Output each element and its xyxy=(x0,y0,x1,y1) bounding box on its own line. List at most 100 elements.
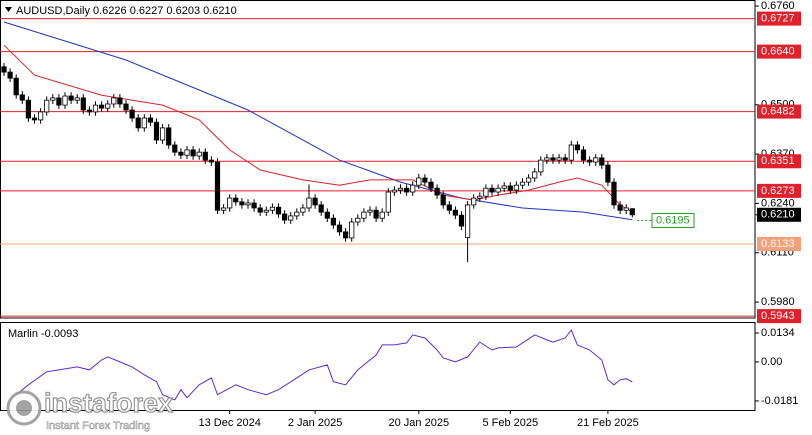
candle-body xyxy=(330,217,337,226)
candle-body xyxy=(92,104,99,113)
moving-average xyxy=(3,21,633,221)
candle-body xyxy=(56,97,62,106)
candle-body xyxy=(361,211,367,219)
x-tick-label: 21 Feb 2025 xyxy=(577,417,639,429)
candle-body xyxy=(617,204,623,211)
candle-body xyxy=(80,97,86,111)
candle-body xyxy=(166,127,172,146)
candle-body xyxy=(1,66,7,73)
candle-body xyxy=(111,97,117,105)
indicator-panel-frame xyxy=(0,322,756,411)
candle-body xyxy=(312,197,318,206)
candle-body xyxy=(367,209,373,213)
candle-body xyxy=(489,187,495,193)
watermark: instaforex Instant Forex Trading xyxy=(6,388,174,432)
x-tick-label: 2 Jan 2025 xyxy=(288,417,342,429)
candle-body xyxy=(349,221,355,239)
candle-body xyxy=(324,211,330,219)
x-tick-label: 20 Jan 2025 xyxy=(389,417,450,429)
level-label: 0.6273 xyxy=(761,185,795,197)
candle-body xyxy=(544,157,550,161)
y-tick-label: 0.0134 xyxy=(761,327,795,339)
candle-body xyxy=(501,185,507,189)
main-panel-frame xyxy=(0,0,756,319)
candle-body xyxy=(263,209,269,213)
candle-body xyxy=(526,177,532,183)
candle-body xyxy=(532,171,538,179)
y-tick-label: 0.00 xyxy=(761,356,782,368)
candle-body xyxy=(611,181,617,206)
candle-body xyxy=(605,164,611,183)
candle-body xyxy=(434,187,440,196)
candle-body xyxy=(623,207,629,211)
candle-body xyxy=(44,99,50,113)
candle-body xyxy=(135,117,141,129)
candle-body xyxy=(513,184,520,191)
candle-body xyxy=(50,97,56,101)
ma-label-box xyxy=(651,212,695,228)
candle-body xyxy=(239,201,245,206)
candle-body xyxy=(410,184,416,193)
candle-body xyxy=(336,224,343,233)
moving-average xyxy=(3,44,633,213)
watermark-tagline: Instant Forex Trading xyxy=(46,420,150,432)
level-label-box xyxy=(757,309,801,324)
candle-body xyxy=(379,211,385,219)
candle-body xyxy=(300,207,306,213)
candle-body xyxy=(245,202,251,206)
candle-body xyxy=(25,99,32,119)
candle-body xyxy=(172,144,178,153)
candle-body xyxy=(294,211,300,217)
candle-body xyxy=(599,157,605,166)
y-tick-label: 0.6760 xyxy=(761,0,795,12)
candle-body xyxy=(629,208,635,216)
candle-body xyxy=(227,197,233,209)
candle-body xyxy=(391,189,398,193)
level-label-box xyxy=(757,183,801,198)
level-label: 0.6482 xyxy=(761,105,795,117)
candle-body xyxy=(318,204,324,213)
candle-body xyxy=(147,117,153,123)
level-label: 0.6133 xyxy=(761,238,795,250)
candle-body xyxy=(446,204,452,211)
candle-body xyxy=(220,207,227,211)
candle-body xyxy=(7,71,13,79)
candle-body xyxy=(458,214,465,227)
y-tick-label: -0.0181 xyxy=(761,395,798,407)
candle-body xyxy=(196,151,202,157)
candle-body xyxy=(428,181,434,189)
collapse-icon xyxy=(5,7,12,12)
candle-body xyxy=(19,94,25,101)
candle-body xyxy=(403,187,410,193)
candle-body xyxy=(507,185,513,191)
candle-body xyxy=(251,202,257,209)
candle-body xyxy=(38,111,44,121)
level-label-box xyxy=(757,104,801,119)
candle-body xyxy=(373,209,379,219)
level-label: 0.6351 xyxy=(761,155,795,167)
candle-body xyxy=(153,121,160,141)
candle-body xyxy=(129,109,135,119)
candle-body xyxy=(422,177,428,183)
candle-body xyxy=(178,151,184,156)
level-label-box xyxy=(757,44,801,59)
watermark-brand: instaforex xyxy=(44,388,173,418)
candle-body xyxy=(288,215,294,221)
candle-body xyxy=(593,157,599,163)
candle-body xyxy=(62,95,68,106)
candle-body xyxy=(355,217,361,223)
candle-body xyxy=(452,209,459,216)
candle-body xyxy=(483,187,489,197)
candle-body xyxy=(99,104,105,109)
candle-body xyxy=(159,127,166,141)
candle-body xyxy=(385,191,391,213)
candle-body xyxy=(306,197,312,209)
candle-body xyxy=(275,206,282,215)
candle-body xyxy=(141,117,147,129)
ma-label: 0.6195 xyxy=(656,214,690,226)
candle-body xyxy=(416,177,422,186)
logo-core xyxy=(16,400,32,416)
level-label-box xyxy=(757,237,801,252)
